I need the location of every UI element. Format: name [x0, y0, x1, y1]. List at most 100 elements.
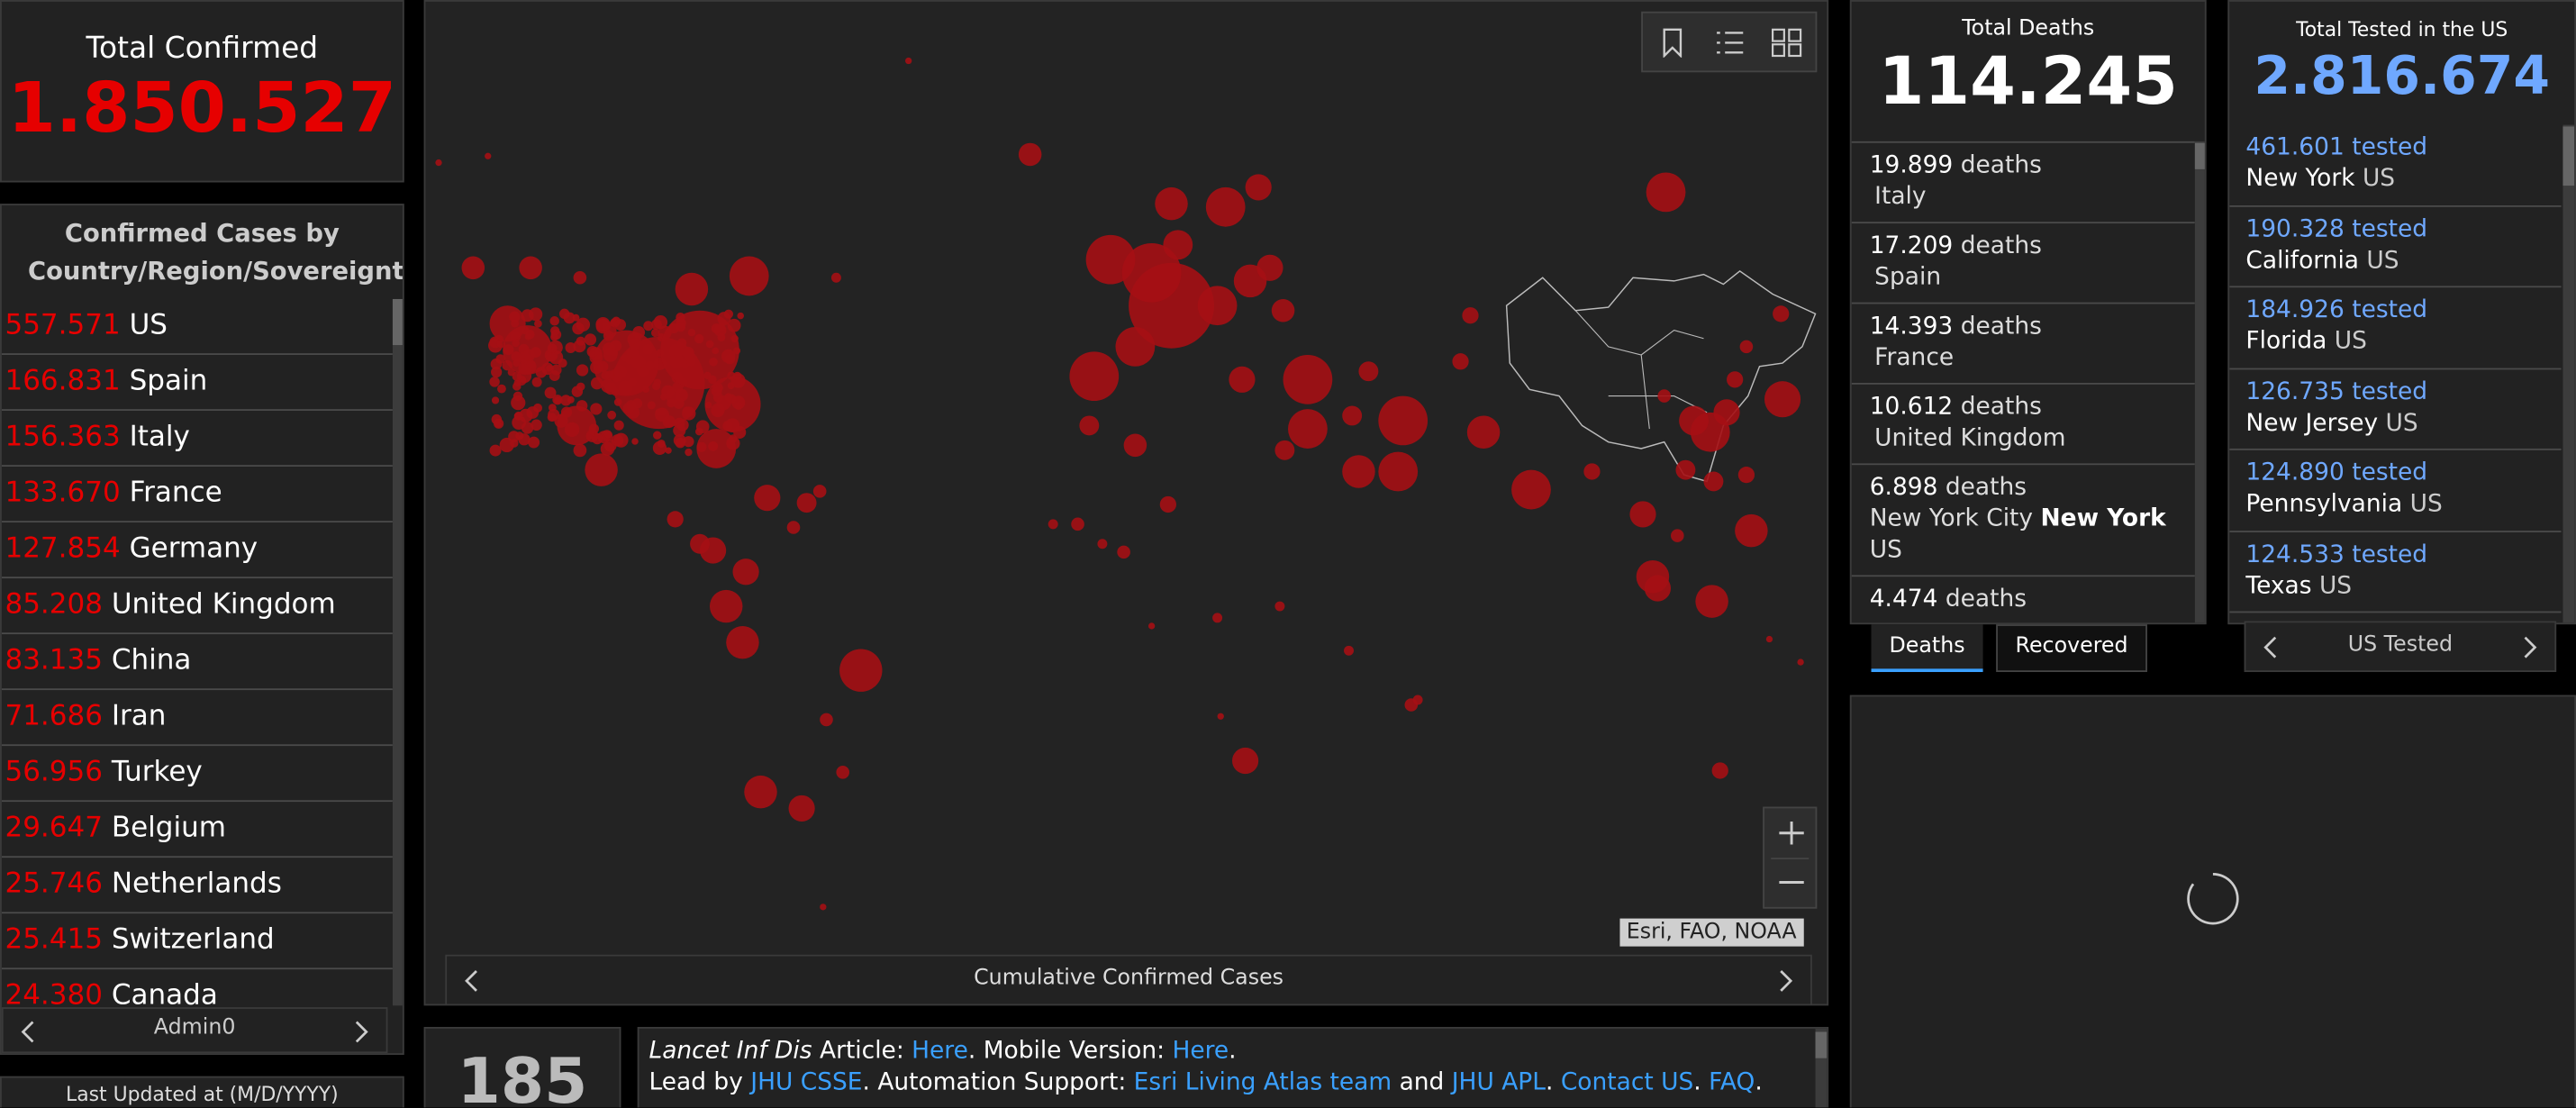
map-bubble[interactable] — [836, 765, 850, 779]
map-bubble[interactable] — [1378, 451, 1419, 492]
map-bubble[interactable] — [565, 341, 576, 354]
map-bubble[interactable] — [1466, 415, 1501, 449]
link[interactable]: FAQ — [1709, 1069, 1755, 1096]
map-bubble[interactable] — [1735, 513, 1768, 548]
map-bubble[interactable] — [491, 366, 503, 378]
tested-row[interactable]: 124.890 tested Pennsylvania US — [2229, 450, 2562, 532]
map-bubble[interactable] — [1797, 658, 1804, 666]
map-bubble[interactable] — [1679, 405, 1709, 436]
tested-list[interactable]: 461.601 tested New York US 190.328 tested C… — [2229, 125, 2562, 623]
map-bubble[interactable] — [489, 377, 500, 387]
map-bubble[interactable] — [528, 436, 540, 449]
map-bubble[interactable] — [510, 439, 519, 448]
deaths-row[interactable]: 4.474 deaths — [1852, 577, 2195, 622]
map-bubble[interactable] — [732, 559, 759, 586]
tested-row[interactable]: 461.601 tested New York US — [2229, 125, 2562, 206]
map-bubble[interactable] — [491, 396, 500, 404]
map-bubble[interactable] — [1271, 298, 1295, 322]
basemap-button[interactable] — [1771, 28, 1803, 58]
map-bubble[interactable] — [573, 443, 587, 458]
country-row[interactable]: 156.363 Italy — [1, 411, 393, 468]
next-button[interactable] — [1778, 969, 1794, 993]
map-bubble[interactable] — [1155, 186, 1188, 221]
map-bubble[interactable] — [1121, 242, 1182, 303]
map-bubble[interactable] — [515, 431, 524, 440]
scroll-thumb[interactable] — [2194, 142, 2205, 169]
country-row[interactable]: 25.746 Netherlands — [1, 858, 393, 914]
map-bubble[interactable] — [631, 438, 639, 445]
map-bubble[interactable] — [657, 439, 666, 448]
map-bubble[interactable] — [1245, 174, 1272, 201]
map-bubble[interactable] — [614, 319, 627, 331]
link[interactable]: JHU APL — [1451, 1069, 1547, 1096]
map-bubble[interactable] — [485, 152, 492, 159]
prev-button[interactable] — [2263, 636, 2279, 659]
deaths-row[interactable]: 17.209 deaths Spain — [1851, 223, 2195, 304]
map-bubble[interactable] — [590, 403, 603, 415]
deaths-row[interactable]: 14.393 deaths France — [1851, 304, 2195, 385]
map-bubble[interactable] — [603, 439, 617, 452]
map-bubble[interactable] — [1256, 254, 1283, 281]
map-bubble[interactable] — [546, 365, 553, 372]
scrollbar[interactable] — [392, 298, 403, 1006]
map-bubble[interactable] — [531, 377, 542, 387]
map-bubble[interactable] — [729, 256, 769, 296]
map-bubble[interactable] — [1462, 307, 1479, 324]
map-bubble[interactable] — [1378, 395, 1429, 446]
country-row[interactable]: 557.571 US — [1, 299, 393, 355]
bookmark-button[interactable] — [1659, 28, 1685, 58]
prev-button[interactable] — [20, 1021, 36, 1044]
country-row[interactable]: 71.686 Iran — [1, 690, 393, 747]
scrollbar[interactable] — [2562, 124, 2575, 623]
map-bubble[interactable] — [558, 308, 570, 320]
map-bubble[interactable] — [1274, 601, 1285, 612]
map-bubble[interactable] — [1071, 517, 1084, 531]
map-bubble[interactable] — [1344, 645, 1354, 656]
map-bubble[interactable] — [704, 376, 761, 432]
scroll-thumb[interactable] — [1815, 1031, 1828, 1058]
map-bubble[interactable] — [572, 322, 585, 335]
map-bubble[interactable] — [609, 319, 618, 327]
map-bubble[interactable] — [489, 444, 502, 457]
map-bubble[interactable] — [796, 493, 817, 513]
map-bubble[interactable] — [665, 447, 672, 454]
tab[interactable]: Recovered — [1996, 624, 2147, 673]
country-row[interactable]: 133.670 France — [1, 467, 393, 523]
scroll-thumb[interactable] — [2562, 126, 2575, 186]
country-row[interactable]: 83.135 China — [1, 634, 393, 691]
map-bubble[interactable] — [820, 904, 827, 911]
map-bubble[interactable] — [820, 713, 833, 727]
map-bubble[interactable] — [1671, 529, 1684, 542]
map-bubble[interactable] — [1773, 305, 1790, 322]
map-bubble[interactable] — [754, 485, 781, 512]
map-bubble[interactable] — [673, 433, 686, 447]
map-bubble[interactable] — [572, 313, 580, 322]
link[interactable]: Here — [1172, 1038, 1229, 1065]
map-bubble[interactable] — [490, 358, 503, 370]
country-row[interactable]: 56.956 Turkey — [1, 746, 393, 803]
map-bubble[interactable] — [489, 305, 526, 342]
map-bubble[interactable] — [1711, 762, 1728, 779]
map-bubble[interactable] — [1018, 142, 1042, 167]
map-bubble[interactable] — [512, 415, 526, 431]
map-bubble[interactable] — [1212, 613, 1223, 623]
zoom-in[interactable] — [1764, 808, 1819, 859]
map-bubble[interactable] — [675, 272, 709, 306]
map-bubble[interactable] — [595, 316, 611, 332]
country-row[interactable]: 25.415 Switzerland — [1, 913, 393, 970]
map-bubble[interactable] — [1274, 440, 1295, 460]
map-bubble[interactable] — [1646, 172, 1686, 213]
map-bubble[interactable] — [607, 410, 617, 420]
next-button[interactable] — [2522, 636, 2538, 659]
country-row[interactable]: 24.380 Canada — [2, 969, 393, 1005]
map-bubble[interactable] — [1342, 405, 1363, 426]
map-bubble[interactable] — [1159, 495, 1176, 513]
map-bubble[interactable] — [1511, 469, 1551, 510]
map-bubble[interactable] — [1764, 381, 1801, 418]
link[interactable]: Here — [912, 1038, 968, 1065]
map-bubble[interactable] — [1097, 539, 1108, 549]
deaths-row[interactable]: 19.899 deaths Italy — [1851, 143, 2195, 224]
map-bubble[interactable] — [1283, 354, 1333, 404]
map-bubble[interactable] — [709, 589, 743, 623]
map-bubble[interactable] — [1713, 399, 1740, 426]
